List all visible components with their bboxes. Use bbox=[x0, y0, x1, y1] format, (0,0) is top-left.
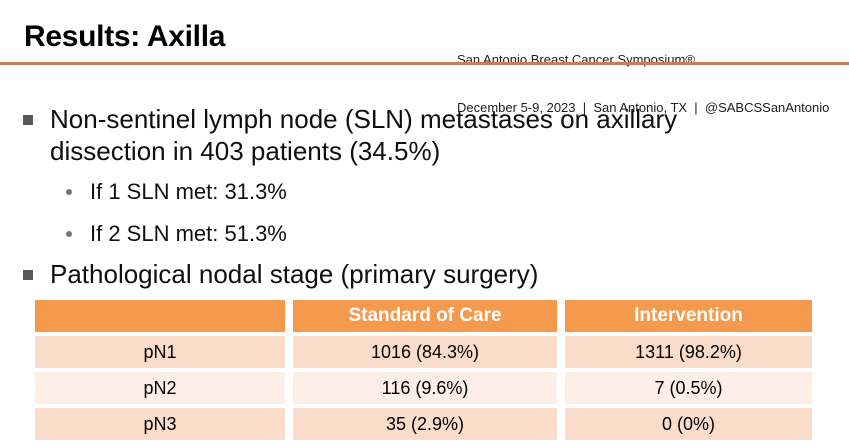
table-header-row: Standard of Care Intervention bbox=[35, 300, 812, 332]
cell-intervention: 7 (0.5%) bbox=[565, 372, 812, 404]
bullet-line: Non-sentinel lymph node (SLN) metastases… bbox=[50, 104, 678, 134]
table-row: pN3 35 (2.9%) 0 (0%) bbox=[35, 408, 812, 440]
table-header-intervention: Intervention bbox=[565, 300, 812, 332]
sub-bullet-1-sln: If 1 SLN met: 31.3% bbox=[66, 178, 287, 206]
sub-bullet-2-sln: If 2 SLN met: 51.3% bbox=[66, 220, 287, 248]
table-row: pN1 1016 (84.3%) 1311 (98.2%) bbox=[35, 336, 812, 368]
cell-intervention: 0 (0%) bbox=[565, 408, 812, 440]
row-label: pN1 bbox=[35, 336, 285, 368]
cell-standard-of-care: 1016 (84.3%) bbox=[293, 336, 557, 368]
bullet-text: Pathological nodal stage (primary surger… bbox=[50, 259, 539, 289]
row-label: pN2 bbox=[35, 372, 285, 404]
bullet-non-sentinel: Non-sentinel lymph node (SLN) metastases… bbox=[23, 103, 677, 167]
conference-info: San Antonio Breast Cancer Symposium® Dec… bbox=[457, 20, 829, 148]
square-bullet-icon bbox=[23, 115, 33, 125]
bullet-line: dissection in 403 patients (34.5%) bbox=[50, 136, 441, 166]
cell-standard-of-care: 116 (9.6%) bbox=[293, 372, 557, 404]
conference-name: San Antonio Breast Cancer Symposium® bbox=[457, 52, 695, 67]
nodal-stage-table: Standard of Care Intervention pN1 1016 (… bbox=[27, 296, 820, 444]
table-row: pN2 116 (9.6%) 7 (0.5%) bbox=[35, 372, 812, 404]
circle-bullet-icon bbox=[66, 231, 72, 237]
sub-bullet-text: If 1 SLN met: 31.3% bbox=[90, 179, 287, 204]
title-divider bbox=[0, 62, 849, 65]
row-label: pN3 bbox=[35, 408, 285, 440]
cell-intervention: 1311 (98.2%) bbox=[565, 336, 812, 368]
table-header-empty bbox=[35, 300, 285, 332]
cell-standard-of-care: 35 (2.9%) bbox=[293, 408, 557, 440]
circle-bullet-icon bbox=[66, 189, 72, 195]
page-title: Results: Axilla bbox=[24, 20, 226, 53]
square-bullet-icon bbox=[23, 270, 33, 280]
bullet-pathological-stage: Pathological nodal stage (primary surger… bbox=[23, 258, 538, 290]
sub-bullet-text: If 2 SLN met: 51.3% bbox=[90, 221, 287, 246]
conference-details: December 5-9, 2023 | San Antonio, TX | @… bbox=[457, 100, 830, 115]
table-header-standard-of-care: Standard of Care bbox=[293, 300, 557, 332]
bullet-text: Non-sentinel lymph node (SLN) metastases… bbox=[50, 103, 677, 167]
